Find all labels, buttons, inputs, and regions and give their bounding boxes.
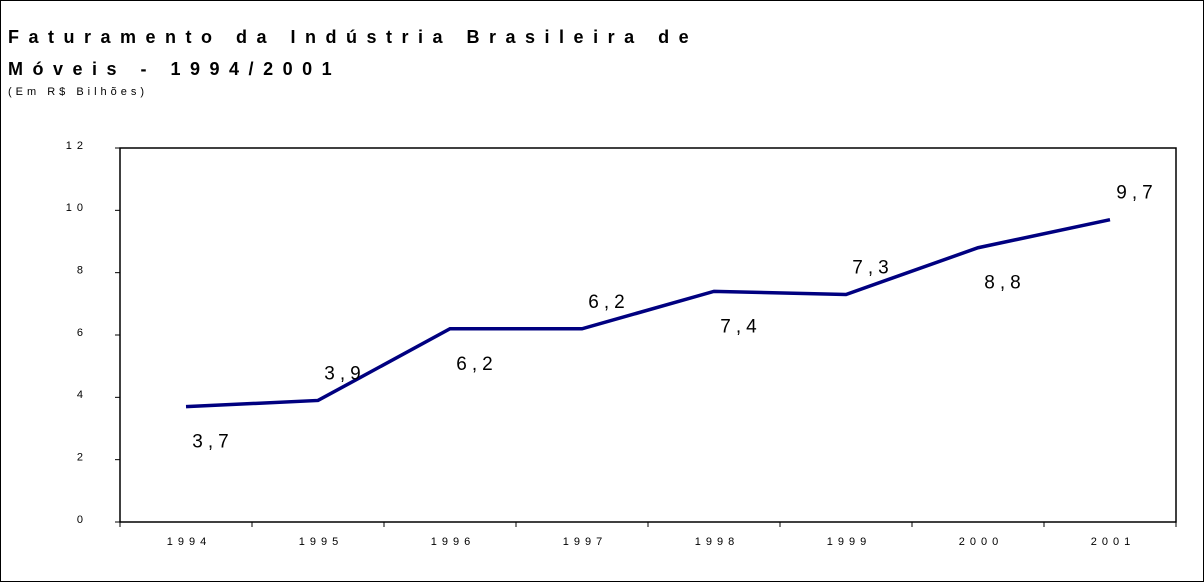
x-tick-label: 1996 <box>431 536 475 548</box>
y-tick-label: 2 <box>77 452 88 464</box>
chart-title: Móveis - 1994/2001 <box>8 59 341 79</box>
y-tick-label: 8 <box>77 265 88 277</box>
y-tick-label: 12 <box>66 140 88 152</box>
data-label: 6,2 <box>588 292 629 313</box>
y-tick-label: 4 <box>77 389 88 401</box>
chart-title: Faturamento da Indústria Brasileira de <box>8 27 698 47</box>
data-label: 6,2 <box>456 354 497 375</box>
y-tick-label: 0 <box>77 514 88 526</box>
data-label: 8,8 <box>984 273 1025 294</box>
data-label: 7,3 <box>852 257 893 278</box>
y-tick-label: 6 <box>77 327 88 339</box>
x-tick-label: 1997 <box>563 536 607 548</box>
data-label: 3,7 <box>192 432 233 453</box>
data-label: 9,7 <box>1116 183 1157 204</box>
x-tick-label: 1994 <box>167 536 211 548</box>
data-label: 7,4 <box>720 316 761 337</box>
y-tick-label: 10 <box>66 202 88 214</box>
x-tick-label: 2000 <box>959 536 1003 548</box>
x-tick-label: 1998 <box>695 536 739 548</box>
data-label: 3,9 <box>324 363 365 384</box>
x-tick-label: 2001 <box>1091 536 1135 548</box>
x-tick-label: 1995 <box>299 536 343 548</box>
line <box>185 217 1111 409</box>
x-tick-label: 1999 <box>827 536 871 548</box>
chart-subtitle: (Em R$ Bilhões) <box>8 86 148 98</box>
